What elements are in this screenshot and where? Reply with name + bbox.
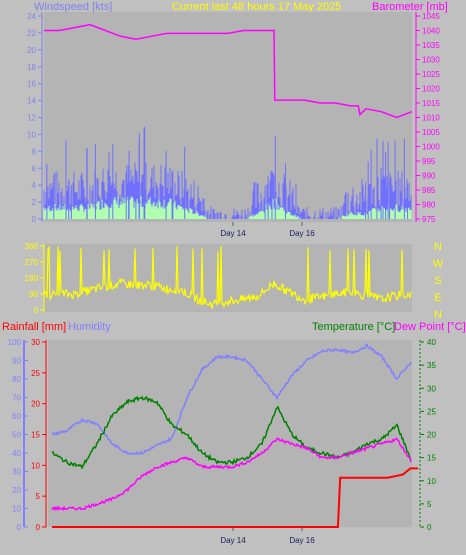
temp-tick-label: 35 [427,361,436,370]
humidity-tick-label: 100 [8,338,22,347]
humidity-tick-label: 60 [12,412,21,421]
baro-tick-label: 1045 [422,12,440,21]
wind-tick-label: 24 [27,12,36,21]
dir-tick-label: 90 [29,290,38,299]
humidity-line [51,343,412,456]
wind-tick-label: 2 [32,198,37,207]
baro-tick-label: 1000 [422,143,440,152]
rain-tick-label: 30 [31,338,40,347]
humidity-tick-label: 40 [12,449,21,458]
temp-tick-label: 30 [427,384,436,393]
temp-tick-label: 20 [427,431,436,440]
baro-tick-label: 1015 [422,99,440,108]
humidity-tick-label: 10 [12,505,21,514]
wind-tick-label: 18 [27,63,36,72]
plot-area-wind [44,12,412,222]
baro-tick-label: 995 [422,157,436,166]
wind-tick-label: 10 [27,130,36,139]
baro-tick-label: 1035 [422,41,440,50]
wind-tick-label: 6 [32,164,37,173]
humidity-tick-label: 50 [12,431,21,440]
day-label: Day 16 [289,229,315,238]
temp-tick-label: 25 [427,407,436,416]
day-label: Day 14 [220,536,246,545]
wind-tick-label: 12 [27,114,36,123]
baro-tick-label: 1030 [422,56,440,65]
compass-label: N [434,241,442,253]
dir-tick-label: 360 [25,242,39,251]
barometer-axis-label: Barometer [mb] [372,1,448,13]
day-label: Day 16 [289,536,315,545]
wind-tick-label: 14 [27,97,36,106]
windspeed-axis-label: Windspeed [kts] [34,1,112,13]
humidity-tick-label: 90 [12,357,21,366]
plot-area-temperature [48,340,412,527]
temp-tick-label: 5 [427,500,432,509]
compass-label: S [434,275,441,287]
dew-point-line [51,437,412,512]
dir-tick-label: 180 [25,274,39,283]
rain-tick-label: 15 [31,431,40,440]
temp-tick-label: 0 [427,523,432,532]
compass-label: W [433,258,444,270]
baro-tick-label: 1005 [422,128,440,137]
dir-tick-label: 270 [25,258,39,267]
baro-tick-label: 980 [422,201,436,210]
baro-tick-label: 1020 [422,85,440,94]
baro-tick-label: 1040 [422,27,440,36]
chart-title: Current last 48 hours 17 May 2025 [172,1,341,13]
baro-tick-label: 985 [422,186,436,195]
wind-tick-label: 22 [27,29,36,38]
humidity-tick-label: 80 [12,375,21,384]
temp-tick-label: 10 [427,477,436,486]
baro-tick-label: 990 [422,172,436,181]
dir-tick-label: 0 [34,306,39,315]
rain-tick-label: 5 [36,492,41,501]
plot-area-direction [44,244,412,312]
wind-tick-label: 4 [32,181,37,190]
humidity-tick-label: 20 [12,486,21,495]
wind-tick-label: 20 [27,46,36,55]
rain-tick-label: 25 [31,369,40,378]
baro-tick-label: 1025 [422,70,440,79]
baro-tick-label: 1010 [422,114,440,123]
dewpoint-axis-label: Dew Point [°C] [394,321,466,333]
rain-tick-label: 20 [31,400,40,409]
humidity-tick-label: 0 [17,523,22,532]
wind-direction-line [43,246,412,309]
compass-label: E [434,292,441,304]
rain-tick-label: 10 [31,461,40,470]
temp-tick-label: 15 [427,454,436,463]
wind-tick-label: 8 [32,147,37,156]
humidity-tick-label: 30 [12,468,21,477]
compass-label: N [434,309,442,321]
rain-tick-label: 0 [36,523,41,532]
day-label: Day 14 [220,229,246,238]
humidity-axis-label: Humidity [68,321,111,333]
rainfall-axis-label: Rainfall [mm] [2,321,66,333]
baro-tick-label: 975 [422,215,436,224]
humidity-tick-label: 70 [12,394,21,403]
temperature-axis-label: Temperature [°C] [312,321,395,333]
wind-tick-label: 0 [32,215,37,224]
wind-tick-label: 16 [27,80,36,89]
barometer-line [44,23,413,119]
temp-tick-label: 40 [427,338,436,347]
rainfall-line [52,467,418,528]
